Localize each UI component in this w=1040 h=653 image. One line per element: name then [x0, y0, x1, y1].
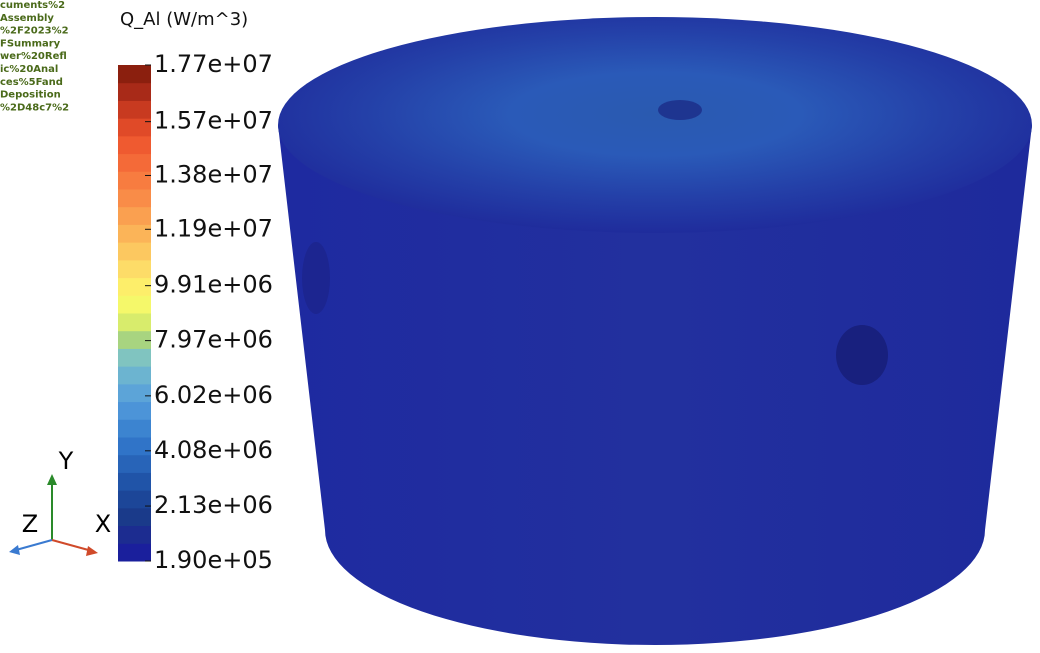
cylinder	[278, 17, 1032, 645]
color-swatch	[118, 366, 151, 384]
path-line: ic%20Anal	[0, 64, 58, 75]
color-swatch	[118, 189, 151, 207]
color-swatch	[118, 83, 151, 101]
colorbar: 1.77e+07 1.57e+07 1.38e+07 1.19e+07 9.91e+06…	[118, 50, 273, 574]
tick-label: 4.08e+06	[154, 436, 273, 464]
path-line: %2F2023%2	[0, 26, 69, 37]
color-swatch	[118, 136, 151, 154]
top-hole	[658, 100, 702, 120]
z-arrow	[9, 545, 20, 555]
y-arrow	[47, 474, 57, 485]
tick-label: 1.77e+07	[154, 50, 273, 78]
y-label: Y	[58, 447, 74, 475]
tick-label: 7.97e+06	[154, 326, 273, 354]
path-line: FSummary	[0, 38, 61, 49]
axes-triad: Y X Z	[9, 447, 111, 556]
path-line: Deposition	[0, 90, 61, 101]
tick-label: 6.02e+06	[154, 381, 273, 409]
color-swatch	[118, 508, 151, 526]
color-swatch	[118, 313, 151, 331]
side-hole	[302, 242, 330, 314]
color-swatch	[118, 384, 151, 402]
color-swatch	[118, 207, 151, 225]
color-swatch	[118, 455, 151, 473]
path-line: Assembly	[0, 13, 54, 24]
color-swatch	[118, 543, 151, 561]
color-swatch	[118, 348, 151, 366]
color-swatch	[118, 171, 151, 189]
render-view: cuments%2 Assembly %2F2023%2FSummary wer%20…	[0, 0, 1040, 649]
color-swatch	[118, 100, 151, 118]
path-line: wer%20Refl	[0, 51, 67, 62]
color-swatch	[118, 331, 151, 349]
color-swatch	[118, 118, 151, 136]
color-swatch	[118, 419, 151, 437]
path-line: ces%5Fand	[0, 77, 63, 88]
z-axis	[16, 540, 52, 550]
color-swatch	[118, 260, 151, 278]
color-swatch	[118, 278, 151, 296]
color-swatch	[118, 295, 151, 313]
colorbar-title: Q_Al (W/m^3)	[120, 9, 248, 30]
tick-label: 1.90e+05	[154, 546, 273, 574]
tick-label: 2.13e+06	[154, 491, 273, 519]
color-swatch	[118, 65, 151, 83]
color-swatch	[118, 154, 151, 172]
side-hole	[836, 325, 888, 385]
color-swatch	[118, 437, 151, 455]
cylinder-top	[278, 17, 1032, 233]
tick-label: 9.91e+06	[154, 271, 273, 299]
color-swatch	[118, 242, 151, 260]
tick-label: 1.57e+07	[154, 107, 273, 135]
tick-label: 1.38e+07	[154, 160, 273, 188]
color-swatch	[118, 526, 151, 544]
x-label: X	[95, 510, 111, 538]
color-swatch	[118, 402, 151, 420]
color-swatch	[118, 472, 151, 490]
path-line: %2D48c7%2	[0, 102, 69, 113]
tick-label: 1.19e+07	[154, 214, 273, 242]
path-line: cuments%2	[0, 0, 65, 11]
x-axis	[52, 540, 92, 551]
x-arrow	[86, 546, 98, 556]
z-label: Z	[22, 510, 38, 538]
color-swatch	[118, 224, 151, 242]
